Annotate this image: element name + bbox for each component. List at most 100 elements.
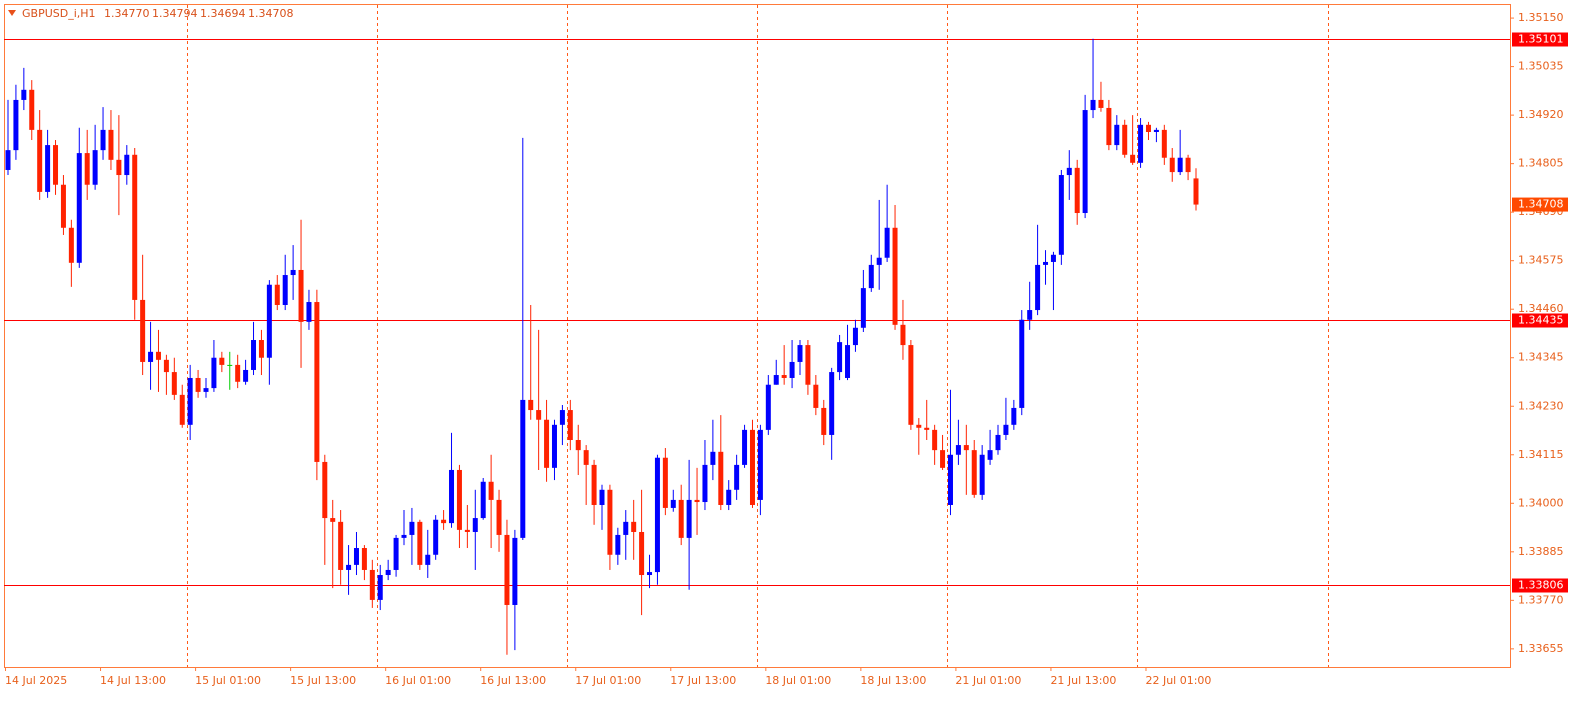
y-tick-label: 1.34575 — [1518, 254, 1564, 267]
candle-body — [789, 361, 795, 378]
candle-body — [211, 357, 217, 389]
candle-body — [179, 394, 185, 425]
y-tick-label: 1.34115 — [1518, 448, 1564, 461]
candle-body — [876, 257, 882, 265]
quote-low: 1.34694 — [200, 7, 246, 20]
candle-body — [647, 572, 653, 576]
candle-body — [805, 345, 811, 385]
candle-body — [187, 377, 193, 425]
candle-body — [29, 89, 35, 130]
y-tick-label: 1.34000 — [1518, 496, 1564, 509]
candle-body — [987, 450, 993, 460]
candle-body — [821, 407, 827, 435]
candle-body — [797, 345, 803, 362]
candle-body — [203, 388, 209, 392]
candle-body — [654, 457, 660, 573]
candle-body — [567, 410, 573, 441]
candle-body — [559, 410, 565, 425]
candle-body — [694, 499, 700, 503]
level-label: 1.33806 — [1518, 579, 1564, 592]
candle-body — [734, 464, 740, 490]
candle-body — [274, 284, 280, 305]
candle-body — [765, 384, 771, 430]
y-tick-label: 1.34345 — [1518, 351, 1564, 364]
candle-body — [290, 269, 296, 276]
level-label-box — [1512, 32, 1568, 47]
candle-body — [631, 521, 637, 532]
candle-body — [298, 269, 304, 322]
candle-body — [615, 534, 621, 555]
candle-body — [1043, 261, 1049, 265]
candle-body — [243, 369, 249, 382]
candle-body — [84, 153, 90, 185]
candle-body — [124, 154, 130, 176]
candle-body — [718, 451, 724, 505]
candle-body — [908, 345, 914, 425]
candle-body — [1106, 107, 1112, 146]
candle-body — [900, 324, 906, 346]
candle-body — [829, 372, 835, 435]
candle-body — [322, 461, 328, 519]
x-tick-label: 15 Jul 01:00 — [195, 674, 261, 687]
candle-body — [955, 445, 961, 455]
candle-body — [678, 499, 684, 538]
candle-body — [433, 519, 439, 555]
x-tick-label: 22 Jul 01:00 — [1145, 674, 1211, 687]
candle-body — [235, 364, 241, 382]
candle-body — [813, 384, 819, 408]
candle-body — [504, 534, 510, 605]
candle-body — [932, 429, 938, 451]
candle-body — [1082, 110, 1088, 214]
candle-body — [116, 159, 122, 176]
candle-body — [781, 375, 787, 378]
level-label-box — [1512, 578, 1568, 593]
candle-body — [583, 450, 589, 465]
candle-body — [837, 342, 843, 373]
candle-body — [639, 531, 645, 576]
candle-body — [575, 440, 581, 451]
candle-body — [599, 489, 605, 505]
candle-body — [852, 327, 858, 346]
candle-body — [13, 99, 19, 151]
candle-body — [963, 445, 969, 451]
candle-body — [385, 569, 391, 576]
candle-body — [884, 227, 890, 258]
candle-body — [940, 450, 946, 468]
candle-body — [377, 575, 383, 600]
symbol: GBPUSD_i,H1 — [22, 7, 96, 20]
candle-body — [100, 129, 106, 151]
candle-body — [409, 521, 415, 535]
quote-high: 1.34794 — [152, 7, 198, 20]
candle-body — [1177, 157, 1183, 173]
x-tick-label: 16 Jul 01:00 — [385, 674, 451, 687]
candle-body — [21, 89, 27, 100]
y-tick-label: 1.34920 — [1518, 108, 1564, 121]
collapse-icon[interactable] — [8, 10, 16, 16]
x-tick-label: 16 Jul 13:00 — [480, 674, 546, 687]
candle-body — [892, 227, 898, 325]
candle-body — [845, 345, 851, 378]
y-tick-label: 1.33770 — [1518, 593, 1564, 606]
candle-body — [1074, 167, 1080, 214]
candle-body — [757, 429, 763, 500]
candle-body — [314, 302, 320, 462]
candle-body — [282, 275, 288, 305]
candle-body — [520, 399, 526, 538]
candle-body — [742, 429, 748, 465]
candle-body — [947, 454, 953, 505]
candle-body — [1066, 167, 1072, 176]
candle-body — [53, 145, 59, 185]
candle-body — [1153, 129, 1159, 132]
y-tick-label: 1.34460 — [1518, 302, 1564, 315]
level-label-box — [1512, 313, 1568, 328]
y-tick-label: 1.35150 — [1518, 11, 1564, 24]
candle-body — [132, 154, 138, 300]
candle-body — [1122, 124, 1128, 155]
candle-body — [488, 481, 494, 500]
candle-body — [5, 150, 11, 170]
candle-body — [1161, 129, 1167, 158]
plot-frame — [4, 4, 1511, 668]
candle-body — [227, 364, 233, 366]
candle-body — [92, 150, 98, 185]
quote-close: 1.34708 — [248, 7, 294, 20]
